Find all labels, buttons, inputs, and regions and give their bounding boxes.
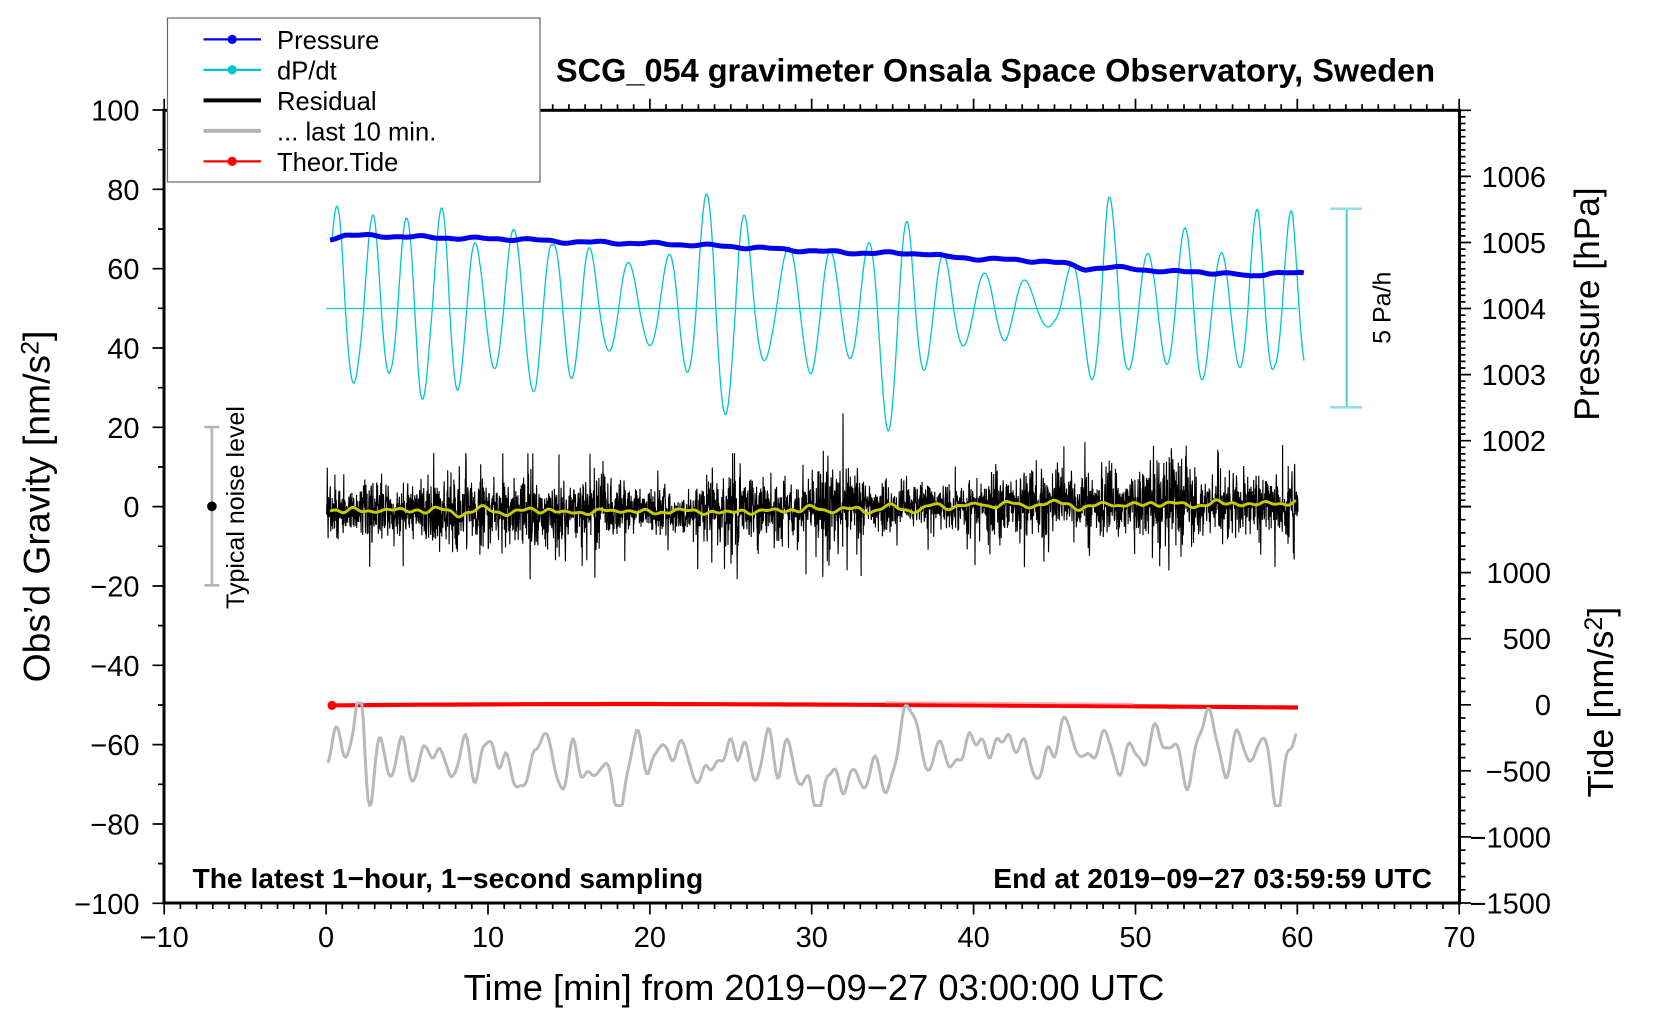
svg-text:0: 0 [318, 922, 334, 954]
svg-text:5 Pa/h: 5 Pa/h [1369, 272, 1397, 344]
svg-text:Obs’d Gravity [nm/s2]: Obs’d Gravity [nm/s2] [16, 331, 58, 683]
svg-text:100: 100 [91, 96, 139, 128]
svg-text:−10: −10 [140, 922, 189, 954]
svg-text:... last 10 min.: ... last 10 min. [277, 118, 436, 146]
svg-text:Tide [nm/s2]: Tide [nm/s2] [1580, 607, 1621, 798]
svg-text:−40: −40 [90, 651, 139, 683]
svg-text:1002: 1002 [1481, 426, 1546, 458]
svg-text:30: 30 [796, 922, 828, 954]
svg-text:1004: 1004 [1481, 294, 1546, 326]
svg-text:40: 40 [957, 922, 989, 954]
svg-text:Residual: Residual [277, 88, 377, 116]
svg-text:End at 2019−09−27 03:59:59 UTC: End at 2019−09−27 03:59:59 UTC [993, 862, 1432, 894]
svg-text:−500: −500 [1486, 756, 1551, 788]
svg-text:1003: 1003 [1481, 360, 1546, 392]
svg-text:Theor.Tide: Theor.Tide [277, 149, 398, 177]
svg-text:Time [min] from 2019−09−27 03:: Time [min] from 2019−09−27 03:00:00 UTC [464, 967, 1165, 1008]
svg-text:−1000: −1000 [1470, 822, 1551, 854]
svg-text:The latest 1−hour, 1−second sa: The latest 1−hour, 1−second sampling [193, 862, 704, 894]
svg-text:0: 0 [123, 492, 139, 524]
svg-text:Typical noise level: Typical noise level [222, 406, 250, 609]
svg-text:0: 0 [1535, 690, 1551, 722]
svg-text:10: 10 [472, 922, 504, 954]
svg-text:20: 20 [634, 922, 666, 954]
svg-text:40: 40 [107, 334, 139, 366]
svg-text:1006: 1006 [1481, 162, 1546, 194]
svg-text:50: 50 [1119, 922, 1151, 954]
svg-text:1000: 1000 [1486, 558, 1551, 590]
svg-text:500: 500 [1503, 624, 1551, 656]
svg-text:70: 70 [1443, 922, 1475, 954]
svg-text:80: 80 [107, 175, 139, 207]
svg-text:−20: −20 [90, 572, 139, 604]
svg-text:dP/dt: dP/dt [277, 57, 337, 85]
svg-text:−60: −60 [90, 730, 139, 762]
svg-text:Pressure: Pressure [277, 27, 379, 55]
svg-text:SCG_054 gravimeter Onsala Spac: SCG_054 gravimeter Onsala Space Observat… [556, 53, 1435, 89]
svg-text:Pressure [hPa]: Pressure [hPa] [1568, 187, 1607, 420]
svg-text:1005: 1005 [1481, 228, 1546, 260]
svg-text:20: 20 [107, 413, 139, 445]
svg-text:60: 60 [107, 254, 139, 286]
svg-text:60: 60 [1281, 922, 1313, 954]
svg-text:−1500: −1500 [1470, 889, 1551, 921]
svg-text:−80: −80 [90, 810, 139, 842]
svg-text:−100: −100 [74, 889, 139, 921]
